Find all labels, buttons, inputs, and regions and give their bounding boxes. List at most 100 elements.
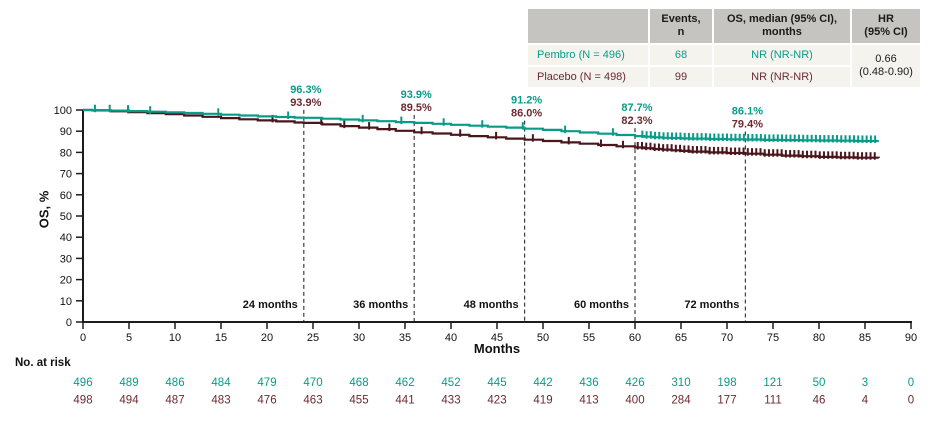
at-risk-value-pembro: 486 (165, 377, 184, 389)
y-tick-label: 60 (60, 190, 72, 202)
landmark-placebo-rate: 86.0% (511, 108, 542, 120)
at-risk-value-pembro: 462 (395, 377, 414, 389)
header-hr-line1: HR (878, 13, 894, 26)
x-tick-label: 25 (307, 332, 319, 344)
y-tick-label: 20 (60, 275, 72, 287)
x-tick-label: 40 (445, 332, 457, 344)
at-risk-value-placebo: 463 (303, 395, 322, 407)
at-risk-value-pembro: 310 (671, 377, 690, 389)
x-tick-label: 10 (169, 332, 181, 344)
at-risk-value-placebo: 433 (441, 395, 460, 407)
at-risk-value-pembro: 445 (487, 377, 506, 389)
y-tick-label: 0 (66, 317, 72, 329)
at-risk-value-placebo: 441 (395, 395, 414, 407)
at-risk-value-placebo: 413 (579, 395, 598, 407)
summary-table: Events, n OS, median (95% CI), months HR… (528, 9, 920, 87)
summary-row-placebo-label: Placebo (N = 498) (528, 67, 648, 87)
at-risk-value-placebo: 498 (73, 395, 92, 407)
x-tick-label: 75 (767, 332, 779, 344)
at-risk-value-placebo: 487 (165, 395, 184, 407)
summary-table-header-events: Events, n (650, 9, 712, 43)
x-tick-label: 50 (537, 332, 549, 344)
at-risk-value-pembro: 468 (349, 377, 368, 389)
summary-row-pembro-os-median: NR (NR-NR) (714, 45, 850, 65)
at-risk-value-placebo: 4 (862, 395, 869, 407)
x-tick-label: 90 (905, 332, 917, 344)
x-tick-label: 80 (813, 332, 825, 344)
header-hr-line2: (95% CI) (864, 26, 908, 38)
summary-row-pembro-label: Pembro (N = 496) (528, 45, 648, 65)
y-tick-label: 70 (60, 169, 72, 181)
header-events-line2: n (677, 26, 685, 38)
x-tick-label: 65 (675, 332, 687, 344)
at-risk-value-pembro: 50 (813, 377, 826, 389)
landmark-placebo-rate: 89.5% (401, 102, 432, 114)
landmark-placebo-rate: 79.4% (732, 118, 763, 130)
x-tick-label: 55 (583, 332, 595, 344)
at-risk-value-placebo: 423 (487, 395, 506, 407)
at-risk-value-placebo: 111 (764, 395, 781, 407)
at-risk-value-placebo: 455 (349, 395, 368, 407)
at-risk-value-placebo: 177 (717, 395, 736, 407)
x-tick-label: 60 (629, 332, 641, 344)
no-at-risk-title: No. at risk (15, 357, 71, 369)
at-risk-value-pembro: 484 (211, 377, 231, 389)
landmark-axis-label: 60 months (574, 299, 629, 311)
at-risk-value-placebo: 46 (813, 395, 826, 407)
summary-row-pembro-events: 68 (650, 45, 712, 65)
summary-row-placebo-os-median: NR (NR-NR) (714, 67, 850, 87)
x-tick-label: 30 (353, 332, 365, 344)
km-curve-placebo (83, 108, 880, 159)
landmark-pembro-rate: 87.7% (621, 102, 652, 114)
at-risk-value-pembro: 496 (73, 377, 92, 389)
x-tick-label: 0 (80, 332, 86, 344)
at-risk-value-pembro: 436 (579, 377, 598, 389)
landmark-placebo-rate: 93.9% (290, 97, 321, 109)
summary-table-corner-cell (528, 9, 648, 43)
at-risk-value-placebo: 0 (908, 395, 914, 407)
at-risk-value-pembro: 442 (533, 377, 552, 389)
hr-line2: (0.48-0.90) (859, 66, 913, 78)
at-risk-value-placebo: 419 (533, 395, 552, 407)
at-risk-value-pembro: 479 (257, 377, 276, 389)
at-risk-value-pembro: 470 (303, 377, 322, 389)
y-tick-label: 10 (60, 296, 72, 308)
summary-table-header-os-median: OS, median (95% CI), months (714, 9, 850, 43)
y-tick-label: 90 (60, 126, 72, 138)
header-os-line1: OS, median (95% CI), (726, 13, 838, 26)
at-risk-value-pembro: 489 (119, 377, 138, 389)
y-tick-label: 30 (60, 253, 72, 265)
y-tick-label: 50 (60, 211, 72, 223)
at-risk-value-pembro: 198 (717, 377, 736, 389)
x-axis-title: Months (473, 341, 521, 356)
summary-hr-value: 0.66 (0.48-0.90) (852, 45, 920, 87)
at-risk-value-pembro: 426 (625, 377, 644, 389)
x-tick-label: 20 (261, 332, 273, 344)
landmark-axis-label: 48 months (464, 299, 519, 311)
at-risk-value-placebo: 476 (257, 395, 276, 407)
x-tick-label: 35 (399, 332, 411, 344)
landmark-axis-label: 36 months (353, 299, 408, 311)
at-risk-value-placebo: 400 (625, 395, 644, 407)
summary-row-placebo-events: 99 (650, 67, 712, 87)
summary-table-header-hr: HR (95% CI) (852, 9, 920, 43)
x-tick-label: 5 (126, 332, 132, 344)
x-tick-label: 85 (859, 332, 871, 344)
landmark-pembro-rate: 91.2% (511, 95, 542, 107)
x-tick-label: 70 (721, 332, 733, 344)
header-events-line1: Events, (661, 13, 701, 26)
y-tick-label: 100 (54, 105, 72, 117)
x-tick-label: 15 (215, 332, 227, 344)
hr-line1: 0.66 (875, 53, 897, 66)
landmark-axis-label: 24 months (243, 299, 298, 311)
header-os-line2: months (762, 26, 802, 38)
at-risk-value-pembro: 121 (763, 377, 782, 389)
landmark-axis-label: 72 months (684, 299, 739, 311)
landmark-pembro-rate: 93.9% (401, 89, 432, 101)
landmark-pembro-rate: 86.1% (732, 105, 763, 117)
at-risk-value-pembro: 452 (441, 377, 460, 389)
landmark-placebo-rate: 82.3% (621, 115, 652, 127)
landmark-pembro-rate: 96.3% (290, 84, 321, 96)
